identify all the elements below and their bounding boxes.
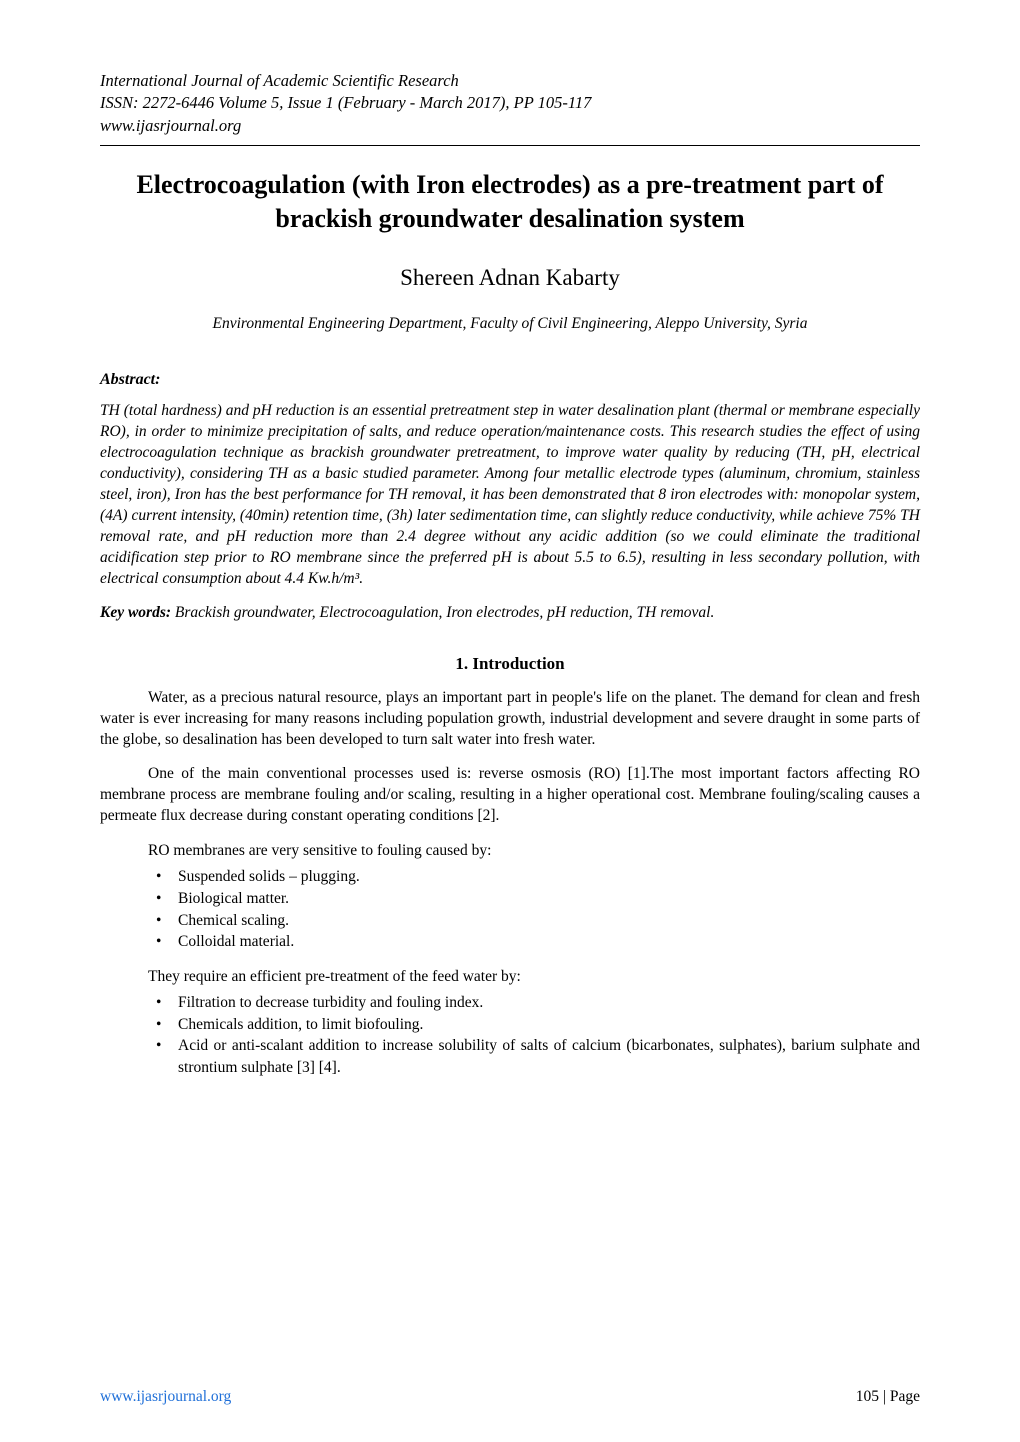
paper-title: Electrocoagulation (with Iron electrodes… [110,168,910,236]
intro-para-1: Water, as a precious natural resource, p… [100,688,920,751]
fouling-bullets: Suspended solids – plugging. Biological … [100,866,920,953]
intro-para-4: They require an efficient pre-treatment … [100,967,920,988]
list-item: Chemicals addition, to limit biofouling. [156,1014,920,1036]
list-item: Suspended solids – plugging. [156,866,920,888]
list-item: Biological matter. [156,888,920,910]
issn-line: ISSN: 2272-6446 Volume 5, Issue 1 (Febru… [100,92,920,114]
keywords-text: Brackish groundwater, Electrocoagulation… [171,604,714,621]
footer-page-number: 105 | Page [856,1388,920,1406]
page-header: International Journal of Academic Scient… [100,70,920,137]
section-heading-introduction: 1. Introduction [100,654,920,674]
journal-name: International Journal of Academic Scient… [100,70,920,92]
header-url: www.ijasrjournal.org [100,115,920,137]
pretreatment-bullets: Filtration to decrease turbidity and fou… [100,992,920,1079]
list-item: Colloidal material. [156,931,920,953]
list-item: Filtration to decrease turbidity and fou… [156,992,920,1014]
author-affiliation: Environmental Engineering Department, Fa… [100,315,920,333]
intro-para-2: One of the main conventional processes u… [100,764,920,827]
footer-url: www.ijasrjournal.org [100,1388,231,1406]
header-rule [100,145,920,146]
page-footer: www.ijasrjournal.org 105 | Page [100,1388,920,1406]
abstract-text: TH (total hardness) and pH reduction is … [100,401,920,589]
list-item: Acid or anti-scalant addition to increas… [156,1035,920,1078]
list-item: Chemical scaling. [156,910,920,932]
keywords-line: Key words: Brackish groundwater, Electro… [100,604,920,622]
author-name: Shereen Adnan Kabarty [100,265,920,291]
abstract-heading: Abstract: [100,371,920,389]
intro-para-3: RO membranes are very sensitive to fouli… [100,841,920,862]
keywords-label: Key words: [100,604,171,621]
